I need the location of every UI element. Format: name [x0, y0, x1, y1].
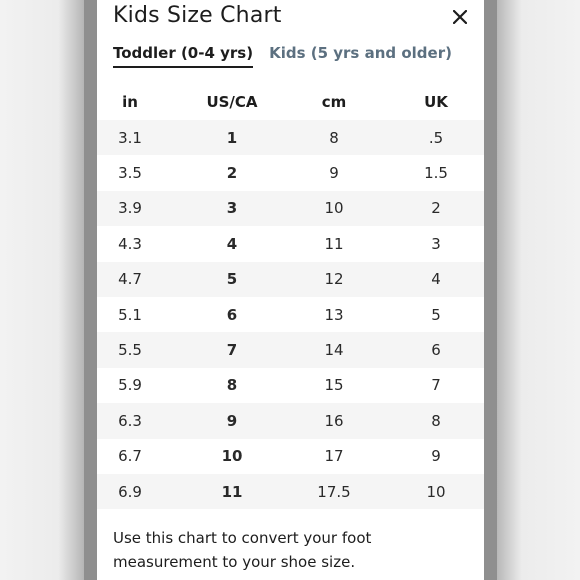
table-row: 6.9 11 17.5 10: [97, 473, 484, 510]
cell-uk: 7: [431, 376, 441, 395]
cell-cm: 10: [324, 199, 344, 218]
column-header-uk: UK: [424, 93, 448, 111]
table-row: 5.5 7 14 6: [97, 332, 484, 368]
cell-in: 3.9: [118, 199, 142, 218]
cell-uk: 5: [431, 305, 441, 324]
cell-cm: 12: [324, 270, 344, 289]
overlay-scrim-left: [84, 0, 97, 580]
table-row: 6.7 10 17 9: [97, 439, 484, 474]
column-header-us-ca: US/CA: [206, 93, 258, 111]
overlay-scrim-right: [484, 0, 497, 580]
cell-cm: 8: [329, 128, 339, 147]
modal-title: Kids Size Chart: [113, 3, 282, 28]
cell-us-ca: 2: [226, 164, 238, 183]
cell-us-ca: 8: [226, 376, 238, 395]
column-header-in: in: [122, 93, 138, 111]
cell-us-ca: 5: [226, 270, 238, 289]
size-chart-modal: Kids Size Chart Toddler (0-4 yrs) Kids (…: [97, 0, 484, 580]
table-row: 4.7 5 12 4: [97, 261, 484, 297]
table-row: 3.9 3 10 2: [97, 190, 484, 227]
size-table: in US/CA cm UK 3.1 1 8 .5 3.5 2 9 1.5 3.9 3 10 2 4.3…: [97, 84, 484, 510]
cell-us-ca: 10: [221, 447, 243, 466]
cell-uk: 6: [431, 341, 441, 360]
cell-in: 6.9: [118, 482, 142, 501]
age-tabs: Toddler (0-4 yrs) Kids (5 yrs and older): [113, 44, 452, 68]
cell-in: 5.9: [118, 376, 142, 395]
cell-cm: 15: [324, 376, 344, 395]
background-page-right: [483, 0, 580, 580]
background-page-left: [0, 0, 97, 580]
table-header-row: in US/CA cm UK: [97, 84, 484, 120]
cell-in: 4.7: [118, 270, 142, 289]
cell-us-ca: 7: [226, 341, 238, 360]
cell-us-ca: 9: [226, 411, 238, 430]
cell-us-ca: 3: [226, 199, 238, 218]
cell-in: 5.5: [118, 341, 142, 360]
tab-kids[interactable]: Kids (5 yrs and older): [269, 44, 452, 62]
cell-uk: .5: [428, 128, 444, 147]
cell-cm: 13: [324, 305, 344, 324]
cell-cm: 9: [329, 164, 339, 183]
column-header-cm: cm: [321, 93, 347, 111]
close-button[interactable]: [447, 4, 473, 30]
cell-uk: 10: [426, 482, 446, 501]
cell-uk: 9: [431, 447, 441, 466]
cell-in: 6.7: [118, 447, 142, 466]
table-row: 5.9 8 15 7: [97, 368, 484, 403]
cell-uk: 2: [431, 199, 441, 218]
cell-us-ca: 11: [221, 482, 243, 501]
cell-cm: 17: [324, 447, 344, 466]
cell-us-ca: 1: [226, 128, 238, 147]
cell-in: 3.5: [118, 164, 142, 183]
tab-toddler[interactable]: Toddler (0-4 yrs): [113, 44, 254, 68]
cell-in: 3.1: [118, 128, 142, 147]
cell-uk: 3: [431, 234, 441, 253]
cell-uk: 8: [431, 411, 441, 430]
table-row: 5.1 6 13 5: [97, 297, 484, 332]
table-body: 3.1 1 8 .5 3.5 2 9 1.5 3.9 3 10 2 4.3 4 11 3 4.7 5 12 4 5.1 6…: [97, 120, 484, 510]
footer-note: Use this chart to convert your foot meas…: [113, 529, 372, 571]
cell-in: 5.1: [118, 305, 142, 324]
cell-cm: 16: [324, 411, 344, 430]
cell-uk: 1.5: [424, 164, 448, 183]
table-row: 3.5 2 9 1.5: [97, 155, 484, 190]
cell-in: 4.3: [118, 234, 142, 253]
cell-cm: 11: [324, 234, 344, 253]
table-row: 6.3 9 16 8: [97, 403, 484, 439]
cell-uk: 4: [431, 270, 441, 289]
cell-us-ca: 6: [226, 305, 238, 324]
close-icon: [453, 10, 467, 24]
table-row: 4.3 4 11 3: [97, 226, 484, 261]
cell-us-ca: 4: [226, 234, 238, 253]
table-row: 3.1 1 8 .5: [97, 120, 484, 156]
cell-in: 6.3: [118, 411, 142, 430]
cell-cm: 14: [324, 341, 344, 360]
cell-cm: 17.5: [317, 482, 351, 501]
